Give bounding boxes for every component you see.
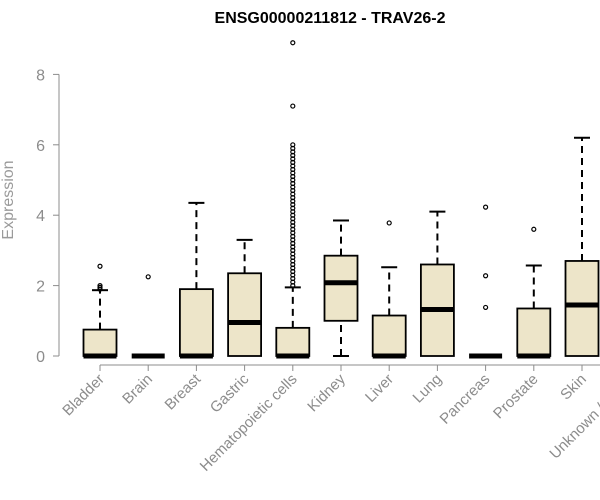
box-series <box>82 40 600 359</box>
x-tick-label: Bladder <box>59 371 108 420</box>
box-brain <box>131 274 165 359</box>
box-breast <box>178 201 214 359</box>
x-tick-label: Breast <box>162 370 205 413</box>
outlier-point <box>97 263 103 269</box>
box-liver <box>371 220 407 359</box>
x-tick-label: Gastric <box>207 370 253 416</box>
box-body <box>564 260 600 357</box>
x-tick-label: Prostate <box>490 371 542 423</box>
box-body <box>82 328 118 357</box>
box-kidney <box>323 219 359 357</box>
box-gastric <box>227 238 263 357</box>
y-tick-label: 8 <box>36 67 45 84</box>
box-body <box>516 307 552 357</box>
box-pancreas <box>469 204 503 359</box>
y-tick-label: 4 <box>36 208 45 225</box>
box-body <box>371 314 407 357</box>
y-tick-label: 2 <box>36 279 45 296</box>
x-tick-label: Liver <box>362 371 397 406</box>
box-hematopoietic-cells <box>275 40 311 359</box>
outlier-point <box>531 226 537 232</box>
outlier-point <box>97 283 103 289</box>
box-body <box>227 272 263 357</box>
x-tick-label: Pancreas <box>437 371 494 428</box>
chart-title: ENSG00000211812 - TRAV26-2 <box>215 10 446 27</box>
outlier-point <box>386 220 392 226</box>
y-tick-label: 0 <box>36 349 45 366</box>
outlier-point <box>483 273 489 279</box>
outlier-point <box>483 204 489 210</box>
x-tick-label: Skin <box>557 371 590 404</box>
box-prostate <box>516 226 552 359</box>
outlier-point <box>290 40 296 46</box>
y-axis-label: Expression <box>0 160 17 239</box>
x-tick-label: Kidney <box>304 370 349 415</box>
outlier-point <box>290 142 296 148</box>
outlier-point <box>290 103 296 109</box>
outlier-point <box>483 304 489 311</box>
y-tick-label: 6 <box>36 138 45 155</box>
x-tick-label: Brain <box>119 371 156 408</box>
box-body <box>275 326 311 357</box>
box-body <box>178 288 214 357</box>
y-axis: 0 2 4 6 8 <box>36 67 60 366</box>
box-bladder <box>82 263 118 359</box>
box-body <box>323 254 359 322</box>
x-tick-label: Lung <box>410 371 446 407</box>
box-lung <box>419 210 455 357</box>
box-skin <box>564 136 600 357</box>
outlier-point <box>145 274 151 280</box>
outlier-point <box>97 284 103 290</box>
